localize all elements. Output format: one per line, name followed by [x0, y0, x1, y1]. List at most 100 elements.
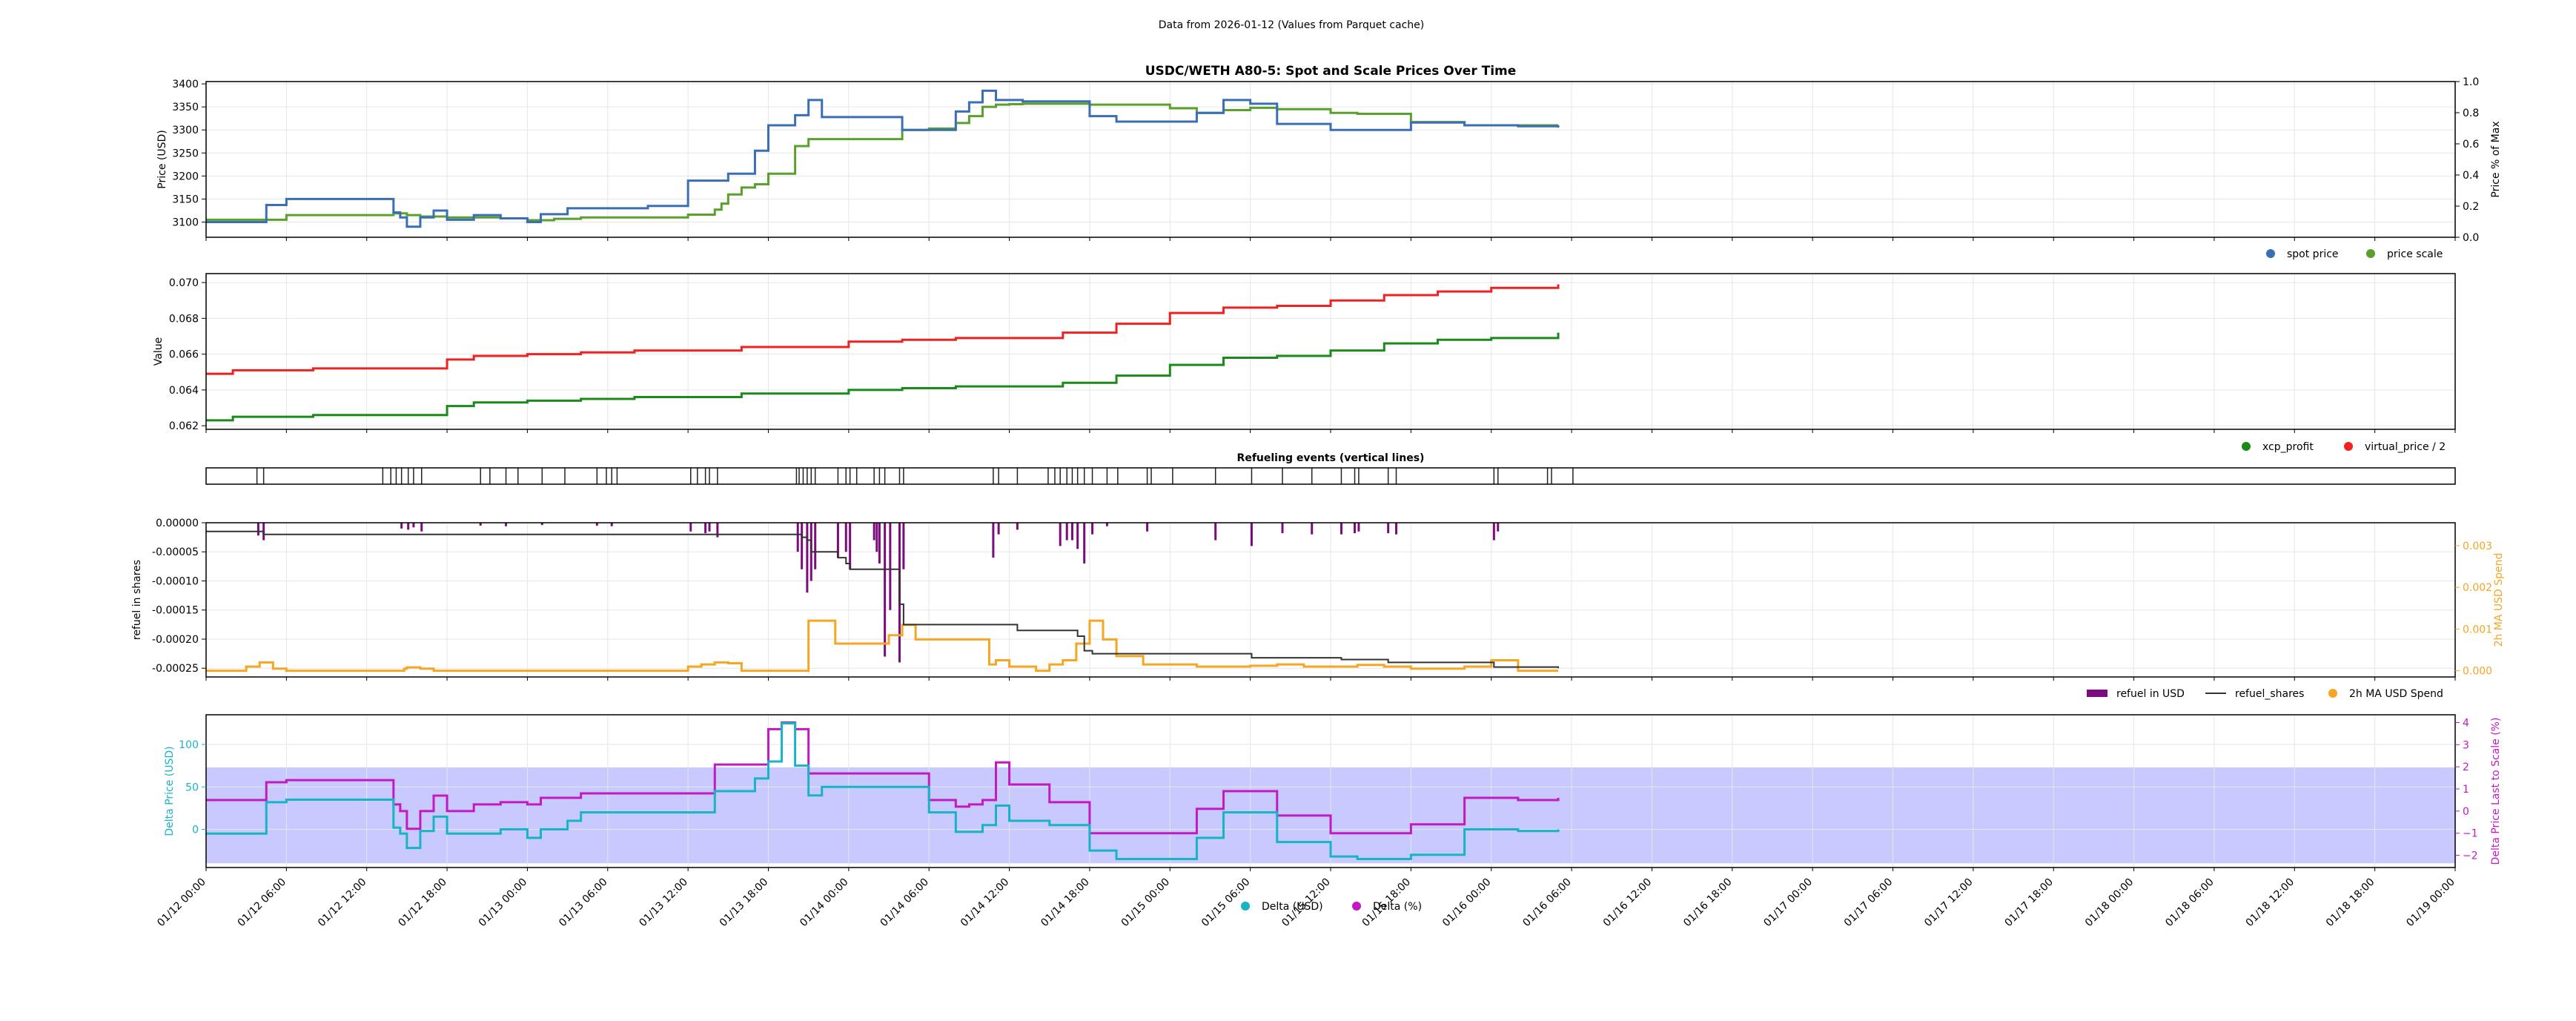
price-panel-title: USDC/WETH A80-5: Spot and Scale Prices O… — [1145, 64, 1517, 79]
legend-label-ma: 2h MA USD Spend — [2349, 688, 2443, 700]
figure-subtitle: Data from 2026-01-12 (Values from Parque… — [1159, 19, 1425, 31]
x-tick-label: 01/14 12:00 — [958, 876, 1012, 930]
x-tick-label: 01/14 06:00 — [878, 876, 932, 930]
delta-usd-line — [206, 721, 1560, 861]
y-tick-label: 0.066 — [169, 349, 199, 361]
y2-tick-label: 3 — [2463, 739, 2469, 751]
delta-panel: 0 50 100 −2 −1 0 1 2 3 4 Delta Price (USD) Delta… — [164, 714, 2502, 913]
y2-tick-label: 0.000 — [2463, 666, 2492, 678]
y2-tick-label: 0.0 — [2463, 232, 2479, 244]
y-tick-label: -0.00005 — [152, 546, 199, 558]
y-tick-label: 3100 — [172, 217, 199, 228]
y2-tick-label: 4 — [2463, 717, 2469, 729]
price-y-axis-label: Price (USD) — [156, 130, 168, 188]
x-tick-label: 01/16 18:00 — [1681, 876, 1735, 930]
y2-tick-label: 0 — [2463, 806, 2469, 818]
legend-marker-delta-usd — [1241, 902, 1250, 911]
legend-label-xcp: xcp_profit — [2262, 441, 2314, 453]
legend-marker-scale — [2366, 249, 2375, 258]
x-tick-label: 01/16 06:00 — [1520, 876, 1574, 930]
refuel-y2-axis-label: 2h MA USD Spend — [2493, 553, 2505, 647]
y-tick-label: 3150 — [172, 194, 199, 205]
x-tick-label: 01/12 18:00 — [396, 876, 449, 930]
y-tick-label: -0.00025 — [152, 663, 199, 675]
y-tick-label: 3300 — [172, 125, 199, 136]
legend-label-refuel-shares: refuel_shares — [2235, 688, 2304, 700]
refuel-legend: refuel in USD refuel_shares 2h MA USD Sp… — [2087, 688, 2443, 700]
legend-label-spot: spot price — [2287, 248, 2339, 260]
x-tick-label: 01/12 00:00 — [155, 876, 208, 930]
y2-tick-label: 0.002 — [2463, 582, 2492, 594]
x-tick-label: 01/12 06:00 — [236, 876, 289, 930]
y2-tick-label: 0.8 — [2463, 108, 2479, 119]
y-tick-label: 3350 — [172, 102, 199, 113]
y-tick-label: 0.068 — [169, 313, 199, 325]
x-tick-label: 01/16 00:00 — [1440, 876, 1494, 930]
virtual-price-line — [206, 284, 1560, 375]
y-tick-label: 3200 — [172, 171, 199, 182]
value-y-axis-label: Value — [153, 337, 165, 366]
price-y2-axis-label: Price % of Max — [2490, 121, 2502, 197]
delta-pct-line — [206, 721, 1560, 835]
legend-marker-xcp — [2242, 442, 2251, 451]
y-tick-label: 0.070 — [169, 277, 199, 289]
price-panel: USDC/WETH A80-5: Spot and Scale Prices O… — [156, 64, 2502, 260]
legend-marker-refuel-usd — [2087, 690, 2108, 697]
y-tick-label: -0.00015 — [152, 605, 199, 617]
value-panel: 0.062 0.064 0.066 0.068 0.070 Value xcp_prof… — [153, 273, 2456, 453]
x-tick-label: 01/19 00:00 — [2404, 876, 2457, 930]
value-legend: xcp_profit virtual_price / 2 — [2242, 441, 2446, 453]
legend-label-refuel-usd: refuel in USD — [2116, 688, 2185, 700]
refuel-panel: -0.00025 -0.00020 -0.00015 -0.00010 -0.00005… — [131, 518, 2505, 700]
spot-price-line — [206, 89, 1560, 228]
legend-label-delta-pct: Delta (%) — [1373, 901, 1422, 913]
refuel-shares-line — [206, 530, 1560, 669]
refuel-events-title: Refueling events (vertical lines) — [1237, 452, 1425, 464]
x-tick-label: 01/13 06:00 — [557, 876, 610, 930]
y2-tick-label: −2 — [2463, 850, 2478, 862]
y-tick-label: 0.062 — [169, 420, 199, 432]
x-tick-label: 01/17 18:00 — [2003, 876, 2056, 930]
y-tick-label: 0 — [192, 825, 199, 836]
y-tick-label: -0.00010 — [152, 575, 199, 587]
y2-tick-label: 1 — [2463, 784, 2469, 796]
y2-tick-label: −1 — [2463, 828, 2478, 840]
y-tick-label: -0.00020 — [152, 634, 199, 646]
x-tick-label: 01/17 06:00 — [1842, 876, 1895, 930]
y2-tick-label: 1.0 — [2463, 76, 2479, 88]
legend-label-scale: price scale — [2387, 248, 2443, 260]
y2-tick-label: 0.6 — [2463, 139, 2479, 151]
price-legend: spot price price scale — [2266, 248, 2443, 260]
refuel-events-panel: Refueling events (vertical lines) — [205, 452, 2456, 485]
x-tick-label: 01/18 06:00 — [2163, 876, 2216, 930]
x-tick-label: 01/14 18:00 — [1039, 876, 1092, 930]
y-tick-label: 3400 — [172, 79, 199, 90]
y2-tick-label: 0.003 — [2463, 541, 2492, 552]
price-scale-line — [206, 102, 1559, 222]
legend-marker-ma — [2328, 689, 2337, 698]
refuel-y-axis-label: refuel in shares — [131, 560, 143, 640]
delta-legend: Delta (USD) Delta (%) — [1241, 901, 1422, 913]
x-tick-label: 01/13 00:00 — [477, 876, 530, 930]
x-tick-label: 01/18 12:00 — [2244, 876, 2297, 930]
y-tick-label: 3250 — [172, 148, 199, 159]
y2-tick-label: 2 — [2463, 761, 2469, 773]
y-tick-label: 0.064 — [169, 385, 199, 397]
y-tick-label: 100 — [179, 739, 199, 751]
delta-y2-axis-label: Delta Price Last to Scale (%) — [2490, 718, 2502, 865]
x-tick-label: 01/17 00:00 — [1761, 876, 1815, 930]
x-tick-label: 01/12 12:00 — [316, 876, 369, 930]
x-tick-label: 01/17 12:00 — [1922, 876, 1976, 930]
x-tick-label: 01/13 18:00 — [718, 876, 771, 930]
x-tick-label: 01/16 12:00 — [1601, 876, 1655, 930]
legend-marker-virtual — [2344, 442, 2353, 451]
y2-tick-label: 0.4 — [2463, 170, 2479, 182]
legend-marker-delta-pct — [1352, 902, 1361, 911]
y-tick-label: 50 — [185, 782, 199, 793]
ma-usd-spend-line — [206, 619, 1559, 673]
legend-marker-spot — [2266, 249, 2275, 258]
legend-label-delta-usd: Delta (USD) — [1262, 901, 1323, 913]
x-tick-label: 01/15 00:00 — [1119, 876, 1173, 930]
x-tick-label: 01/14 00:00 — [798, 876, 851, 930]
